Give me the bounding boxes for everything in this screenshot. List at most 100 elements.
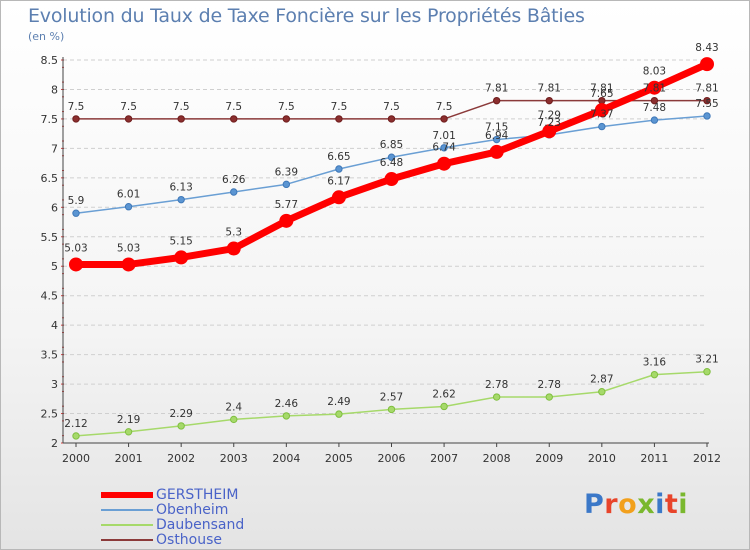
data-label: 7.81 xyxy=(538,83,561,95)
y-tick-label: 4.5 xyxy=(41,290,59,303)
data-point xyxy=(492,96,501,105)
data-point xyxy=(335,410,343,418)
data-point xyxy=(282,180,291,189)
data-label: 5.03 xyxy=(117,242,140,254)
data-point xyxy=(335,115,343,123)
data-label: 3.16 xyxy=(643,357,667,369)
x-tick-label: 2010 xyxy=(588,452,616,465)
data-label: 6.39 xyxy=(275,166,298,178)
data-label: 7.15 xyxy=(485,122,508,134)
y-tick-label: 2 xyxy=(51,437,58,450)
data-point xyxy=(703,368,711,376)
data-label: 7.81 xyxy=(695,83,718,95)
x-tick-label: 2004 xyxy=(272,452,300,465)
data-point xyxy=(647,80,662,95)
data-point xyxy=(72,115,80,123)
data-point xyxy=(650,96,659,105)
legend-swatch xyxy=(101,509,153,511)
data-point xyxy=(177,422,185,430)
data-label: 7.5 xyxy=(120,101,137,113)
data-label: 5.3 xyxy=(225,227,242,239)
legend-swatch xyxy=(101,539,153,541)
data-point xyxy=(598,388,606,396)
brand-letter: o xyxy=(618,489,638,520)
data-label: 7.23 xyxy=(538,117,561,129)
y-tick-label: 6 xyxy=(51,201,58,214)
data-label: 7.5 xyxy=(383,101,400,113)
y-tick-label: 2.5 xyxy=(41,408,59,421)
x-tick-label: 2006 xyxy=(378,452,406,465)
data-label: 7.5 xyxy=(278,101,295,113)
data-point xyxy=(489,144,504,159)
data-point xyxy=(437,156,452,171)
x-tick-label: 2003 xyxy=(220,452,248,465)
data-point xyxy=(174,250,189,265)
series-lines xyxy=(69,57,714,440)
data-label: 7.5 xyxy=(225,101,242,113)
brand-letter: i xyxy=(655,489,665,520)
data-label: 7.29 xyxy=(538,109,561,121)
data-point xyxy=(387,405,396,414)
data-label: 7.5 xyxy=(436,101,453,113)
data-label: 6.48 xyxy=(380,157,403,169)
y-tick-label: 8 xyxy=(51,83,58,96)
legend-swatch xyxy=(101,492,153,498)
y-tick-label: 3 xyxy=(51,378,58,391)
legend-label: Osthouse xyxy=(156,532,223,548)
data-point xyxy=(440,115,448,123)
data-point xyxy=(230,188,238,196)
data-label: 8.43 xyxy=(695,42,718,54)
data-label: 6.17 xyxy=(327,175,350,187)
data-labels: 5.03 5.035.155.35.776.176.486.746.947.297… xyxy=(64,42,718,430)
data-label: 8.03 xyxy=(643,66,666,78)
data-point xyxy=(545,393,553,401)
data-label: 5.03 xyxy=(64,242,87,254)
y-tick-label: 8.5 xyxy=(41,54,59,67)
legend-label: Daubensand xyxy=(156,517,245,533)
data-label: 6.94 xyxy=(485,130,509,142)
data-point xyxy=(121,257,136,272)
data-label: 7.01 xyxy=(432,130,455,142)
data-label: 6.65 xyxy=(327,151,350,163)
data-label: 2.19 xyxy=(117,414,140,426)
data-point xyxy=(72,209,80,217)
data-label: 7.81 xyxy=(643,83,666,95)
data-point xyxy=(598,122,606,131)
x-tick-label: 2011 xyxy=(640,452,668,465)
data-label: 2.62 xyxy=(432,388,455,400)
data-point xyxy=(282,115,291,123)
data-label: 6.01 xyxy=(117,189,140,201)
data-point xyxy=(230,115,238,123)
brand-logo: Proxiti xyxy=(584,489,688,520)
data-point xyxy=(650,370,659,379)
brand-letter: P xyxy=(584,489,605,520)
data-point xyxy=(72,432,80,440)
data-label: 6.26 xyxy=(222,174,246,186)
data-label: 2.29 xyxy=(169,408,192,420)
x-tick-label: 2008 xyxy=(483,452,511,465)
data-label: 7.5 xyxy=(173,101,190,113)
data-label: 7.48 xyxy=(643,102,666,114)
y-tick-label: 3.5 xyxy=(41,349,59,362)
data-label: 7.5 xyxy=(68,101,85,113)
data-point xyxy=(384,172,399,187)
data-label: 3.21 xyxy=(695,354,718,366)
legend-swatch xyxy=(101,524,153,526)
data-point xyxy=(124,428,133,436)
data-point xyxy=(703,96,711,105)
y-tick-label: 7 xyxy=(51,142,58,155)
data-label: 7.81 xyxy=(590,83,613,95)
y-tick-label: 5.5 xyxy=(41,231,59,244)
data-label: 7.37 xyxy=(590,109,613,121)
legend-label: Obenheim xyxy=(156,502,229,518)
data-label: 6.85 xyxy=(380,139,403,151)
data-label: 7.81 xyxy=(485,83,508,95)
data-label: 2.87 xyxy=(590,374,613,386)
data-point xyxy=(387,153,396,161)
data-point xyxy=(335,165,343,173)
data-label: 2.12 xyxy=(64,418,87,430)
data-point xyxy=(177,195,185,204)
y-tick-label: 5 xyxy=(51,260,58,273)
